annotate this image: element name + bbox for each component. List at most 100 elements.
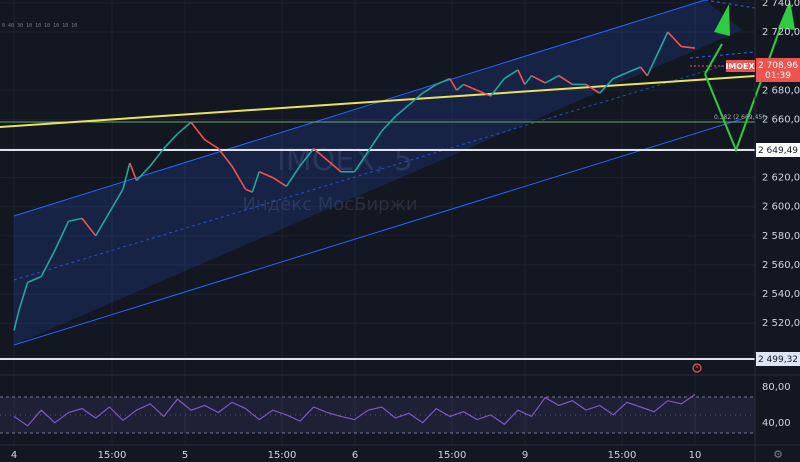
projection-arrow-path[interactable] xyxy=(704,43,723,75)
level-badge-low xyxy=(756,352,800,366)
price-segment xyxy=(68,217,83,223)
price-segment xyxy=(524,75,533,85)
price-segment xyxy=(463,83,478,91)
level-badge-low-text: 2 499,32 xyxy=(758,355,798,365)
time-axis[interactable]: 4 15:00 5 15:00 6 15:00 9 15:00 10 xyxy=(11,450,702,461)
price-segment xyxy=(18,282,29,309)
time-tick-label: 4 xyxy=(11,450,17,461)
price-segment xyxy=(408,92,424,106)
time-tick-label: 15:00 xyxy=(438,450,467,461)
symbol-badge-text: IMOEX xyxy=(725,62,755,71)
rsi-axis[interactable]: 80,00 40,00 xyxy=(762,382,791,429)
price-segment xyxy=(490,78,505,97)
projection-arrow-head-2 xyxy=(778,0,795,30)
price-segment xyxy=(435,77,451,86)
price-segment xyxy=(367,130,383,152)
price-segment xyxy=(646,60,655,77)
price-segment xyxy=(381,115,396,132)
fib-level-label: 0.382 (2 669,45) xyxy=(714,114,764,121)
price-segment xyxy=(231,165,247,190)
settings-gear-icon[interactable]: ⚙ xyxy=(773,448,783,461)
price-segment xyxy=(95,212,111,237)
price-segment xyxy=(245,188,253,193)
price-badge-countdown: 01:39 xyxy=(765,71,791,81)
price-tick-label: 2 620,00 xyxy=(762,173,800,184)
price-segment xyxy=(503,69,519,80)
time-tick-label: 6 xyxy=(352,450,358,461)
price-segment xyxy=(204,139,219,150)
price-badge xyxy=(756,58,800,82)
price-segment xyxy=(326,159,342,173)
symbol-badge xyxy=(726,60,755,72)
price-segment xyxy=(27,275,42,284)
price-segment xyxy=(313,147,328,161)
price-segment xyxy=(13,308,21,331)
price-segment xyxy=(176,121,192,135)
watermark-name: Индекс МосБиржи xyxy=(242,194,417,215)
price-segment xyxy=(599,78,614,94)
price-segment xyxy=(394,104,410,118)
level-badge-mid-text: 2 649,49 xyxy=(758,146,798,156)
price-tick-label: 2 600,00 xyxy=(762,202,800,213)
price-segment xyxy=(135,165,151,182)
rsi-tick-label: 40,00 xyxy=(762,418,791,429)
price-segment xyxy=(299,147,315,167)
price-axis[interactable]: 2 740,002 720,002 680,002 660,002 640,00… xyxy=(762,0,800,329)
projection-arrow-head-1 xyxy=(714,4,730,36)
price-segment xyxy=(217,147,233,167)
price-segment xyxy=(258,171,274,179)
price-segment xyxy=(667,31,682,48)
price-tick-label: 2 520,00 xyxy=(762,318,800,329)
price-segment xyxy=(40,250,56,277)
channel-middle-line xyxy=(13,59,743,281)
price-segment xyxy=(531,74,546,84)
price-segment xyxy=(353,150,369,173)
price-segment xyxy=(285,165,301,187)
price-segment xyxy=(681,45,696,49)
price-segment xyxy=(129,162,138,181)
price-series xyxy=(13,31,696,331)
price-segment xyxy=(422,83,437,94)
price-segment xyxy=(558,75,573,86)
level-badge-mid xyxy=(756,143,800,157)
price-segment xyxy=(449,78,458,91)
price-segment xyxy=(639,66,648,77)
price-segment xyxy=(653,31,669,62)
price-tick-label: 2 580,00 xyxy=(762,231,800,242)
price-segment xyxy=(456,83,464,91)
rsi-tick-label: 80,00 xyxy=(762,382,791,393)
yellow-trend-line[interactable] xyxy=(0,75,756,128)
price-segment xyxy=(272,176,287,188)
price-tick-label: 2 560,00 xyxy=(762,260,800,271)
price-segment xyxy=(108,188,124,213)
price-segment xyxy=(612,72,628,80)
price-tick-label: 2 740,00 xyxy=(762,0,800,9)
channel-right-line xyxy=(689,51,756,59)
time-tick-label: 15:00 xyxy=(268,450,297,461)
price-segment xyxy=(190,121,206,141)
alert-clock-icon[interactable] xyxy=(692,363,702,373)
rsi-band xyxy=(0,397,755,433)
price-segment xyxy=(544,74,560,84)
price-segment xyxy=(251,171,260,193)
time-tick-label: 15:00 xyxy=(608,450,637,461)
channel-extension-line xyxy=(704,0,756,9)
price-tick-label: 2 540,00 xyxy=(762,289,800,300)
price-segment xyxy=(517,69,526,85)
channel-upper-line[interactable] xyxy=(13,0,706,217)
time-tick-label: 9 xyxy=(522,450,528,461)
channel-lower-line[interactable] xyxy=(13,118,743,346)
price-segment xyxy=(626,66,641,74)
price-badge-value: 2 708,96 xyxy=(758,61,798,71)
rsi-series xyxy=(13,393,696,427)
price-segment xyxy=(163,133,179,150)
price-tick-label: 2 720,00 xyxy=(762,27,800,38)
price-segment xyxy=(149,147,165,167)
rsi-line xyxy=(13,393,696,427)
price-segment xyxy=(585,83,601,94)
time-tick-label: 5 xyxy=(182,450,188,461)
price-segment xyxy=(122,162,131,190)
price-tick-label: 2 680,00 xyxy=(762,85,800,96)
price-segment xyxy=(81,217,97,237)
